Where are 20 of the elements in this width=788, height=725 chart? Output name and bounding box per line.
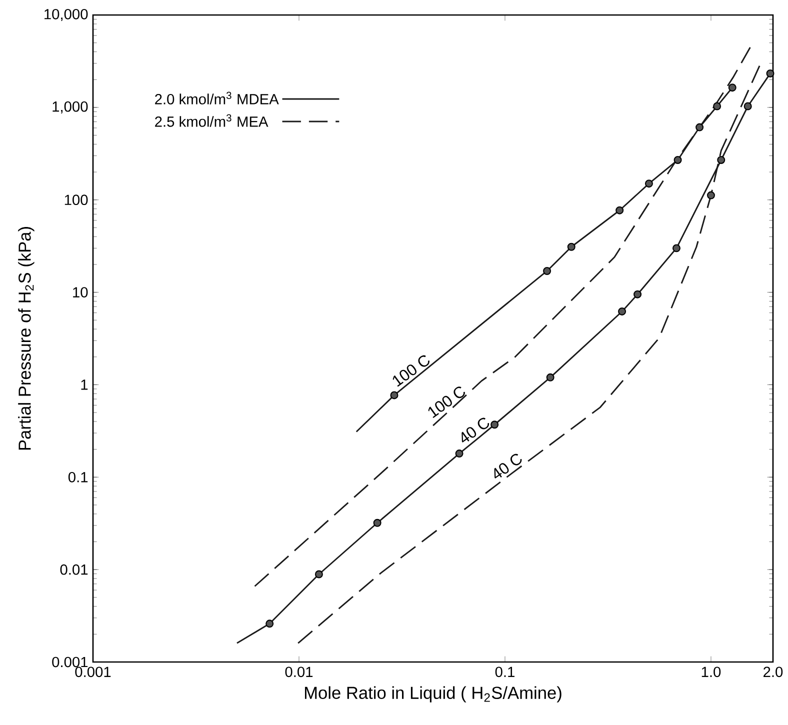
- y-tick-label: 1,000: [52, 101, 88, 114]
- annotation: 100 C: [392, 355, 430, 387]
- y-axis-title: Partial Pressure of H$_{2}$S (kPa): [18, 227, 34, 450]
- y-tick-label: 0.001: [52, 656, 88, 668]
- y-tick-label: 0.01: [60, 564, 88, 575]
- x-tick-label: 0.01: [285, 666, 313, 678]
- y-tick-label: 0.1: [68, 472, 88, 482]
- y-tick-label: 1: [81, 380, 88, 390]
- x-tick-label: 2.0: [764, 666, 783, 678]
- annotation: 40 C: [462, 418, 490, 442]
- y-tick-label: 10,000: [44, 8, 88, 22]
- y-tick-label: 100: [64, 194, 88, 206]
- x-tick-label: 1.0: [702, 666, 721, 678]
- annotation: 40 C: [494, 454, 522, 479]
- annotation: 100 C: [428, 386, 465, 418]
- legend-label: 2.5 kmol/m$^{3}$ MEA: [155, 114, 268, 127]
- y-tick-label: 10: [73, 287, 88, 298]
- legend-label: 2.0 kmol/m$^{3}$ MDEA: [155, 92, 279, 104]
- x-tick-label: 0.1: [495, 666, 514, 678]
- x-axis-title: Mole Ratio in Liquid ( H$_{2}$S/Amine): [304, 686, 562, 702]
